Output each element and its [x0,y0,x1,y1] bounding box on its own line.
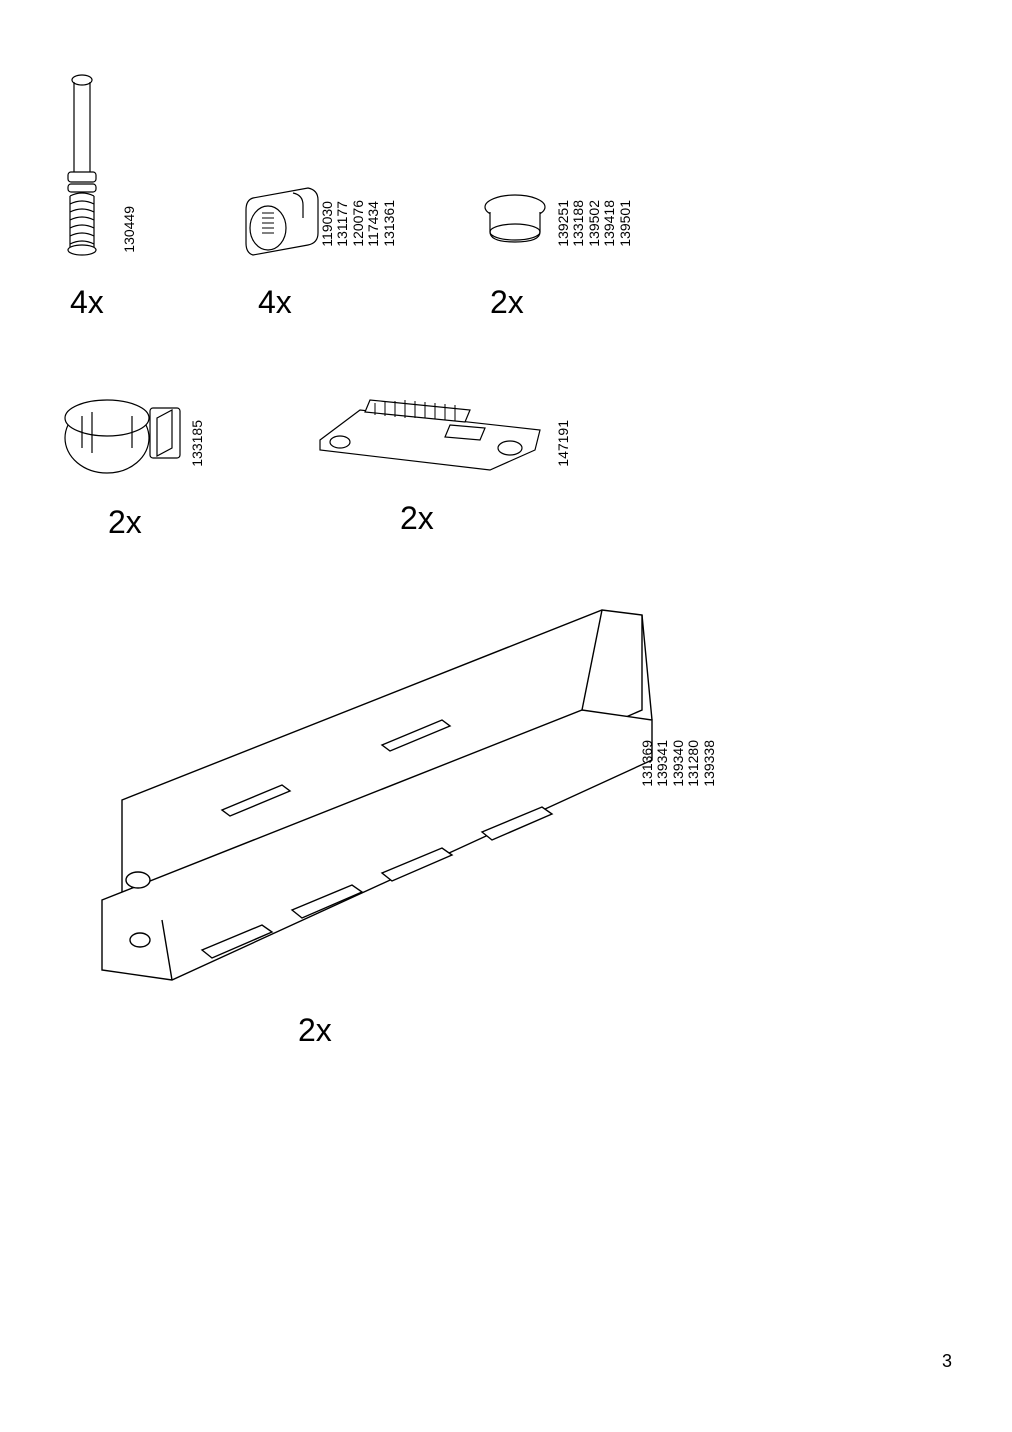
part-cam-number-0: 119030 [320,200,335,247]
part-cam-number-3: 117434 [366,200,381,247]
part-cap-qty: 2x [490,284,524,321]
part-cap-numbers: 139251 133188 139502 139418 139501 [556,200,633,247]
part-cam-qty: 4x [258,284,292,321]
part-rail-numbers: 131369 139341 139340 131280 139338 [640,740,717,787]
part-bracket-small-qty: 2x [400,500,434,537]
part-cam-number-4: 131361 [382,200,397,247]
cap-icon [480,192,550,252]
part-cam-number-1: 131177 [335,200,350,247]
bolt-icon [62,72,122,272]
part-cap [480,192,550,252]
part-cap-number-2: 139502 [587,200,602,247]
part-bolt-qty: 4x [70,284,104,321]
part-bracket-small-number: 147191 [556,420,570,467]
lock-icon [62,388,192,488]
part-rail-qty: 2x [298,1012,332,1049]
part-cap-number-0: 139251 [556,200,571,247]
part-rail-number-4: 139338 [702,740,717,787]
part-bolt-number: 130449 [122,206,136,253]
part-rail-number-0: 131369 [640,740,655,787]
rail-icon [62,580,682,1000]
part-rail-number-2: 139340 [671,740,686,787]
assembly-parts-page: 130449 4x 119030 131177 120076 117434 13… [0,0,1012,1432]
part-bracket-small [310,370,560,490]
part-rail-number-1: 139341 [655,740,670,787]
part-rail-number-3: 131280 [686,740,701,787]
part-lock [62,388,192,488]
part-rail [62,580,682,1000]
bracket-small-icon [310,370,560,490]
part-cam [238,178,328,268]
part-lock-number: 133185 [190,420,204,467]
part-lock-qty: 2x [108,504,142,541]
cam-icon [238,178,328,268]
part-cap-number-4: 139501 [618,200,633,247]
part-cam-numbers: 119030 131177 120076 117434 131361 [320,200,397,247]
part-cap-number-3: 139418 [602,200,617,247]
page-number: 3 [942,1351,952,1372]
part-cap-number-1: 133188 [571,200,586,247]
part-cam-number-2: 120076 [351,200,366,247]
